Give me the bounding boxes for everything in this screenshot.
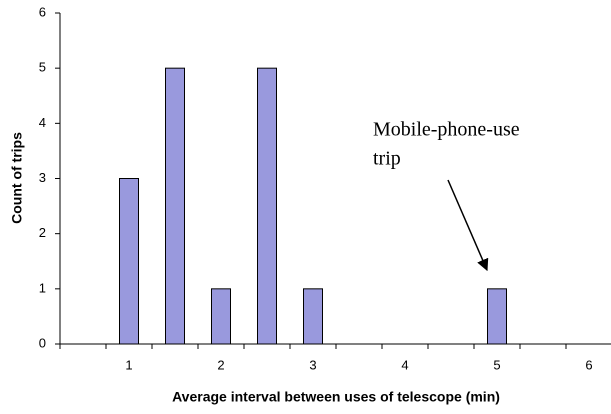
y-tick-label: 3 [39, 170, 46, 185]
annotation: Mobile-phone-use [373, 119, 520, 141]
x-axis-label: Average interval between uses of telesco… [172, 389, 500, 405]
y-tick-label: 1 [39, 280, 46, 295]
x-tick-label: 3 [309, 357, 316, 372]
bar [487, 288, 507, 345]
bar [119, 178, 139, 345]
x-tick-label: 1 [125, 357, 132, 372]
bar [303, 288, 323, 345]
x-tick-label: 6 [585, 357, 592, 372]
bar [257, 67, 277, 345]
y-axis-label: Count of trips [9, 132, 25, 224]
bar [165, 67, 185, 345]
x-tick-label: 4 [401, 357, 408, 372]
annotation-arrow [447, 179, 489, 272]
y-tick-label: 0 [39, 335, 46, 350]
x-tick-label: 5 [493, 357, 500, 372]
y-tick-label: 2 [39, 225, 46, 240]
y-tick-label: 4 [39, 115, 46, 130]
annotation: trip [373, 148, 401, 170]
x-tick-label: 2 [217, 357, 224, 372]
y-tick-label: 6 [39, 4, 46, 19]
y-tick-label: 5 [39, 60, 46, 75]
bar [211, 288, 231, 345]
